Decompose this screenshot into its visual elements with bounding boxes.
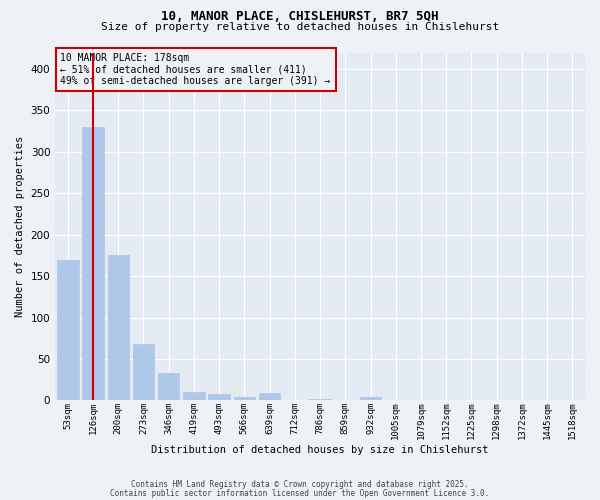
Bar	[259, 393, 280, 400]
Bar	[158, 373, 179, 400]
Bar	[133, 344, 154, 401]
Y-axis label: Number of detached properties: Number of detached properties	[15, 136, 25, 317]
Text: Contains public sector information licensed under the Open Government Licence 3.: Contains public sector information licen…	[110, 490, 490, 498]
Bar	[183, 392, 205, 400]
Bar	[208, 394, 230, 400]
Bar	[233, 397, 255, 400]
Text: Contains HM Land Registry data © Crown copyright and database right 2025.: Contains HM Land Registry data © Crown c…	[131, 480, 469, 489]
Bar	[310, 399, 331, 400]
Bar	[107, 256, 129, 400]
X-axis label: Distribution of detached houses by size in Chislehurst: Distribution of detached houses by size …	[151, 445, 489, 455]
Bar	[360, 397, 381, 400]
Text: 10 MANOR PLACE: 178sqm
← 51% of detached houses are smaller (411)
49% of semi-de: 10 MANOR PLACE: 178sqm ← 51% of detached…	[61, 53, 331, 86]
Text: Size of property relative to detached houses in Chislehurst: Size of property relative to detached ho…	[101, 22, 499, 32]
Bar	[82, 127, 104, 400]
Text: 10, MANOR PLACE, CHISLEHURST, BR7 5QH: 10, MANOR PLACE, CHISLEHURST, BR7 5QH	[161, 10, 439, 23]
Bar	[57, 260, 79, 400]
